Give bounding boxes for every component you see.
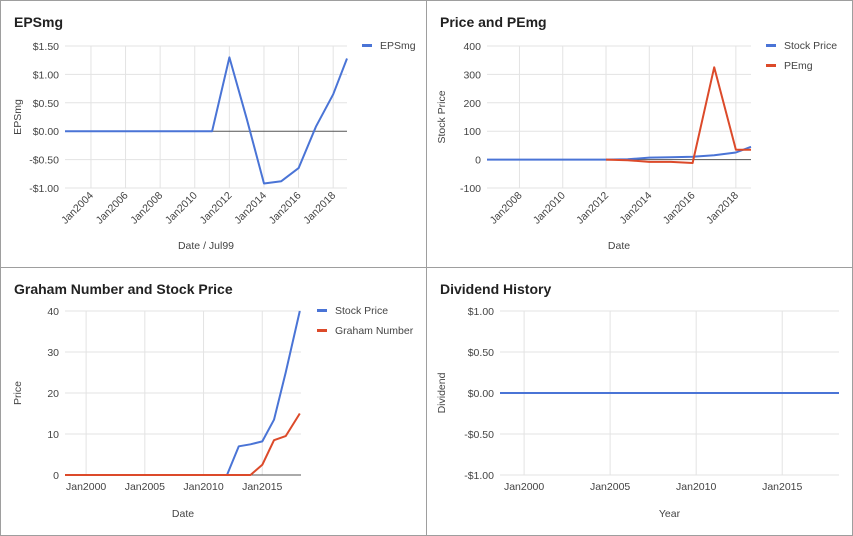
y-axis-title: Price bbox=[12, 381, 24, 405]
legend-label: PEmg bbox=[784, 60, 813, 72]
y-tick-label: $1.00 bbox=[33, 69, 59, 81]
x-tick-label: Jan2000 bbox=[504, 481, 544, 493]
y-tick-label: $0.00 bbox=[468, 388, 494, 400]
y-tick-label: 30 bbox=[47, 347, 59, 359]
y-tick-label: 400 bbox=[463, 41, 481, 53]
y-tick-label: -100 bbox=[460, 183, 481, 195]
x-tick-label: Jan2010 bbox=[676, 481, 716, 493]
x-tick-label: Jan2018 bbox=[704, 190, 741, 227]
y-tick-label: -$0.50 bbox=[29, 155, 59, 167]
legend-swatch bbox=[766, 44, 776, 47]
x-tick-label: Jan2018 bbox=[301, 190, 338, 227]
series-line bbox=[487, 145, 752, 161]
x-tick-label: Jan2012 bbox=[197, 190, 234, 227]
series-line bbox=[65, 412, 301, 476]
y-tick-label: 300 bbox=[463, 69, 481, 81]
legend-swatch bbox=[317, 309, 327, 312]
x-tick-label: Jan2010 bbox=[163, 190, 200, 227]
legend-label: Stock Price bbox=[784, 40, 837, 52]
x-tick-label: Jan2016 bbox=[267, 190, 304, 227]
y-tick-label: 10 bbox=[47, 429, 59, 441]
legend-swatch bbox=[317, 329, 327, 332]
x-tick-label: Jan2012 bbox=[574, 190, 611, 227]
y-tick-label: $0.00 bbox=[33, 126, 59, 138]
y-tick-label: $1.50 bbox=[33, 41, 59, 53]
x-tick-label: Jan2004 bbox=[59, 190, 96, 227]
y-tick-label: -$1.00 bbox=[29, 183, 59, 195]
y-tick-label: 0 bbox=[475, 155, 481, 167]
x-axis-title: Date / Jul99 bbox=[178, 240, 234, 252]
y-tick-label: 40 bbox=[47, 306, 59, 318]
chart-panel-graham: Graham Number and Stock Price Jan2000 Jan… bbox=[0, 267, 427, 536]
x-tick-label: Jan2010 bbox=[183, 481, 223, 493]
dividend-chart: Jan2000 Jan2005 Jan2010 Jan2015 -$1.00 -$0.50… bbox=[436, 306, 839, 520]
x-tick-label: Jan2015 bbox=[242, 481, 282, 493]
x-axis-title: Year bbox=[659, 508, 681, 520]
legend-label: Graham Number bbox=[335, 325, 414, 337]
y-tick-label: 20 bbox=[47, 388, 59, 400]
y-tick-label: $1.00 bbox=[468, 306, 494, 318]
chart-title: EPSmg bbox=[14, 14, 64, 30]
x-tick-label: Jan2005 bbox=[125, 481, 165, 493]
chart-title: Price and PEmg bbox=[440, 14, 547, 30]
y-axis-title: EPSmg bbox=[12, 99, 24, 135]
y-tick-label: 200 bbox=[463, 98, 481, 110]
legend-label: Stock Price bbox=[335, 305, 388, 317]
chart-title: Dividend History bbox=[440, 281, 552, 297]
y-tick-label: 0 bbox=[53, 470, 59, 482]
x-tick-label: Jan2016 bbox=[661, 190, 698, 227]
chart-panel-dividend: Dividend History Jan2000 Jan2005 Jan2010 Ja… bbox=[426, 267, 853, 536]
x-tick-label: Jan2015 bbox=[762, 481, 802, 493]
legend-swatch bbox=[362, 44, 372, 47]
x-axis-title: Date bbox=[608, 240, 630, 252]
series-line bbox=[605, 66, 751, 164]
legend-label: EPSmg bbox=[380, 40, 416, 52]
chart-title: Graham Number and Stock Price bbox=[14, 281, 233, 297]
epsmg-chart: Jan2004Jan2006Jan2008Jan2010Jan2012Jan20… bbox=[12, 40, 416, 252]
graham-chart: Jan2000 Jan2005 Jan2010 Jan2015 0 10 20 30 40 Dat… bbox=[12, 305, 414, 520]
x-tick-label: Jan2014 bbox=[617, 190, 654, 227]
y-tick-label: $0.50 bbox=[33, 98, 59, 110]
chart-panel-price-pemg: Price and PEmg Jan2008 Jan2010 Jan2012 Jan2… bbox=[426, 0, 853, 268]
x-tick-label: Jan2005 bbox=[590, 481, 630, 493]
x-tick-label: Jan2014 bbox=[232, 190, 269, 227]
y-axis-title: Stock Price bbox=[436, 90, 448, 143]
series-line bbox=[65, 56, 348, 185]
price-pemg-chart: Jan2008 Jan2010 Jan2012 Jan2014 Jan2016 Jan20… bbox=[436, 40, 837, 252]
x-tick-label: Jan2010 bbox=[531, 190, 568, 227]
y-tick-label: $0.50 bbox=[468, 347, 494, 359]
x-tick-label: Jan2000 bbox=[66, 481, 106, 493]
y-tick-label: 100 bbox=[463, 126, 481, 138]
y-tick-label: -$0.50 bbox=[464, 429, 494, 441]
legend-swatch bbox=[766, 64, 776, 67]
y-tick-label: -$1.00 bbox=[464, 470, 494, 482]
x-axis-title: Date bbox=[172, 508, 194, 520]
x-tick-label: Jan2006 bbox=[94, 190, 131, 227]
y-axis-title: Dividend bbox=[436, 372, 448, 413]
x-tick-label: Jan2008 bbox=[128, 190, 165, 227]
chart-panel-epsmg: EPSmg Jan2004 Jan2006 Jan2008 Jan2010 Jan201… bbox=[0, 0, 427, 268]
x-tick-label: Jan2008 bbox=[488, 190, 525, 227]
